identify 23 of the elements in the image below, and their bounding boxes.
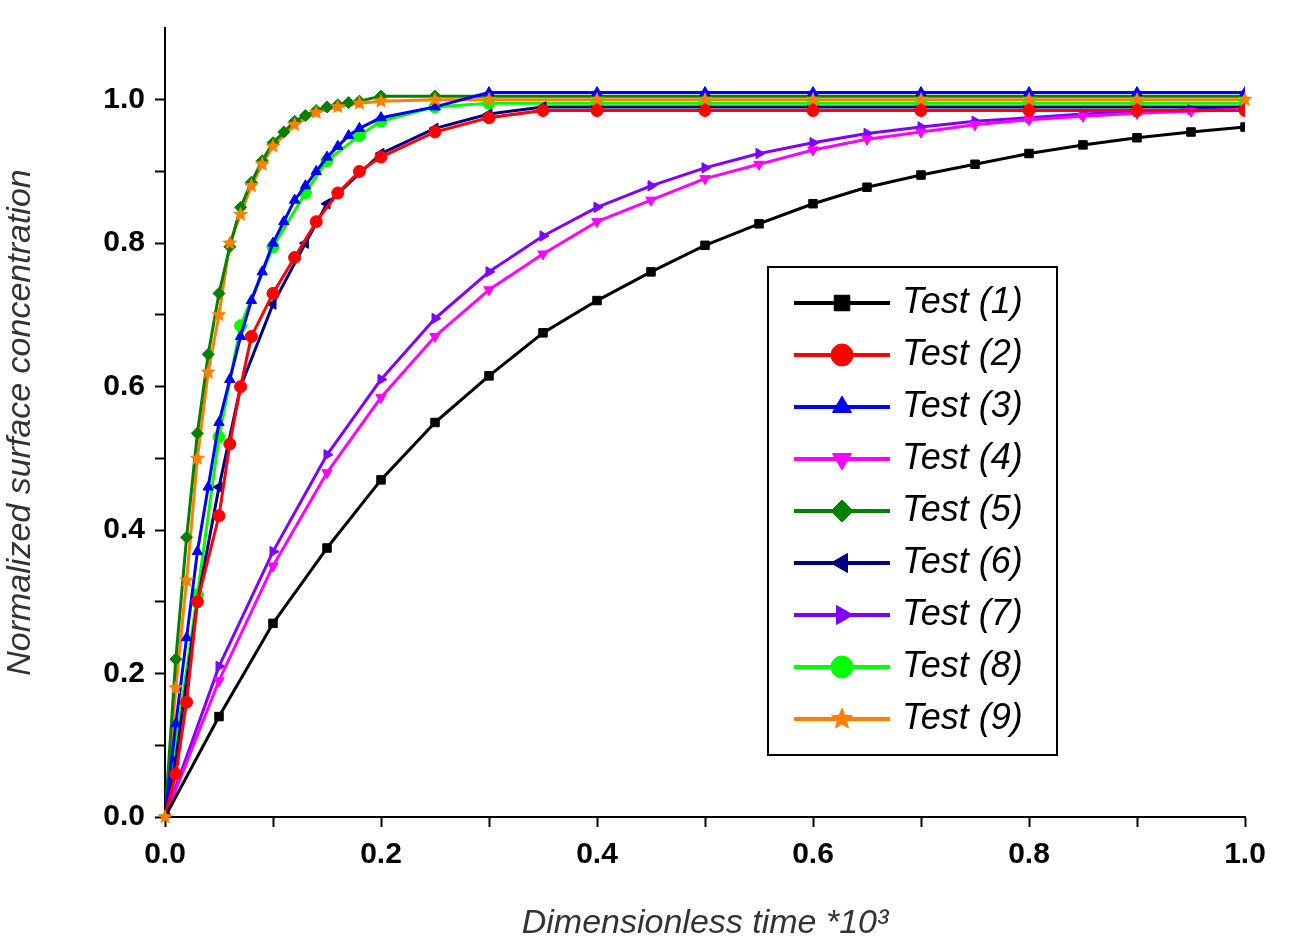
legend-label: Test (2) (902, 332, 1023, 374)
x-tick-label: 0.6 (792, 836, 834, 870)
y-tick-label: 0.8 (103, 224, 145, 258)
y-axis-title: Normalized surface concentration (0, 169, 37, 676)
legend-label: Test (6) (902, 540, 1023, 582)
legend-label: Test (4) (902, 436, 1023, 478)
legend-label: Test (8) (902, 644, 1023, 686)
legend-label: Test (9) (902, 696, 1023, 738)
x-axis-title: Dimensionless time *10³ (521, 902, 890, 941)
y-tick-label: 0.4 (103, 511, 146, 545)
legend-label: Test (1) (902, 280, 1023, 322)
y-tick-label: 0.0 (103, 798, 145, 832)
y-tick-label: 1.0 (103, 80, 145, 114)
legend-label: Test (7) (902, 592, 1023, 634)
x-tick-label: 0.4 (576, 836, 619, 870)
x-tick-label: 0.8 (1008, 836, 1050, 870)
x-tick-label: 0.0 (144, 836, 186, 870)
x-tick-label: 0.2 (360, 836, 402, 870)
legend-label: Test (3) (902, 384, 1023, 426)
y-tick-label: 0.6 (103, 367, 145, 401)
legend-label: Test (5) (902, 488, 1023, 530)
x-tick-label: 1.0 (1224, 836, 1266, 870)
y-tick-label: 0.2 (103, 654, 145, 688)
